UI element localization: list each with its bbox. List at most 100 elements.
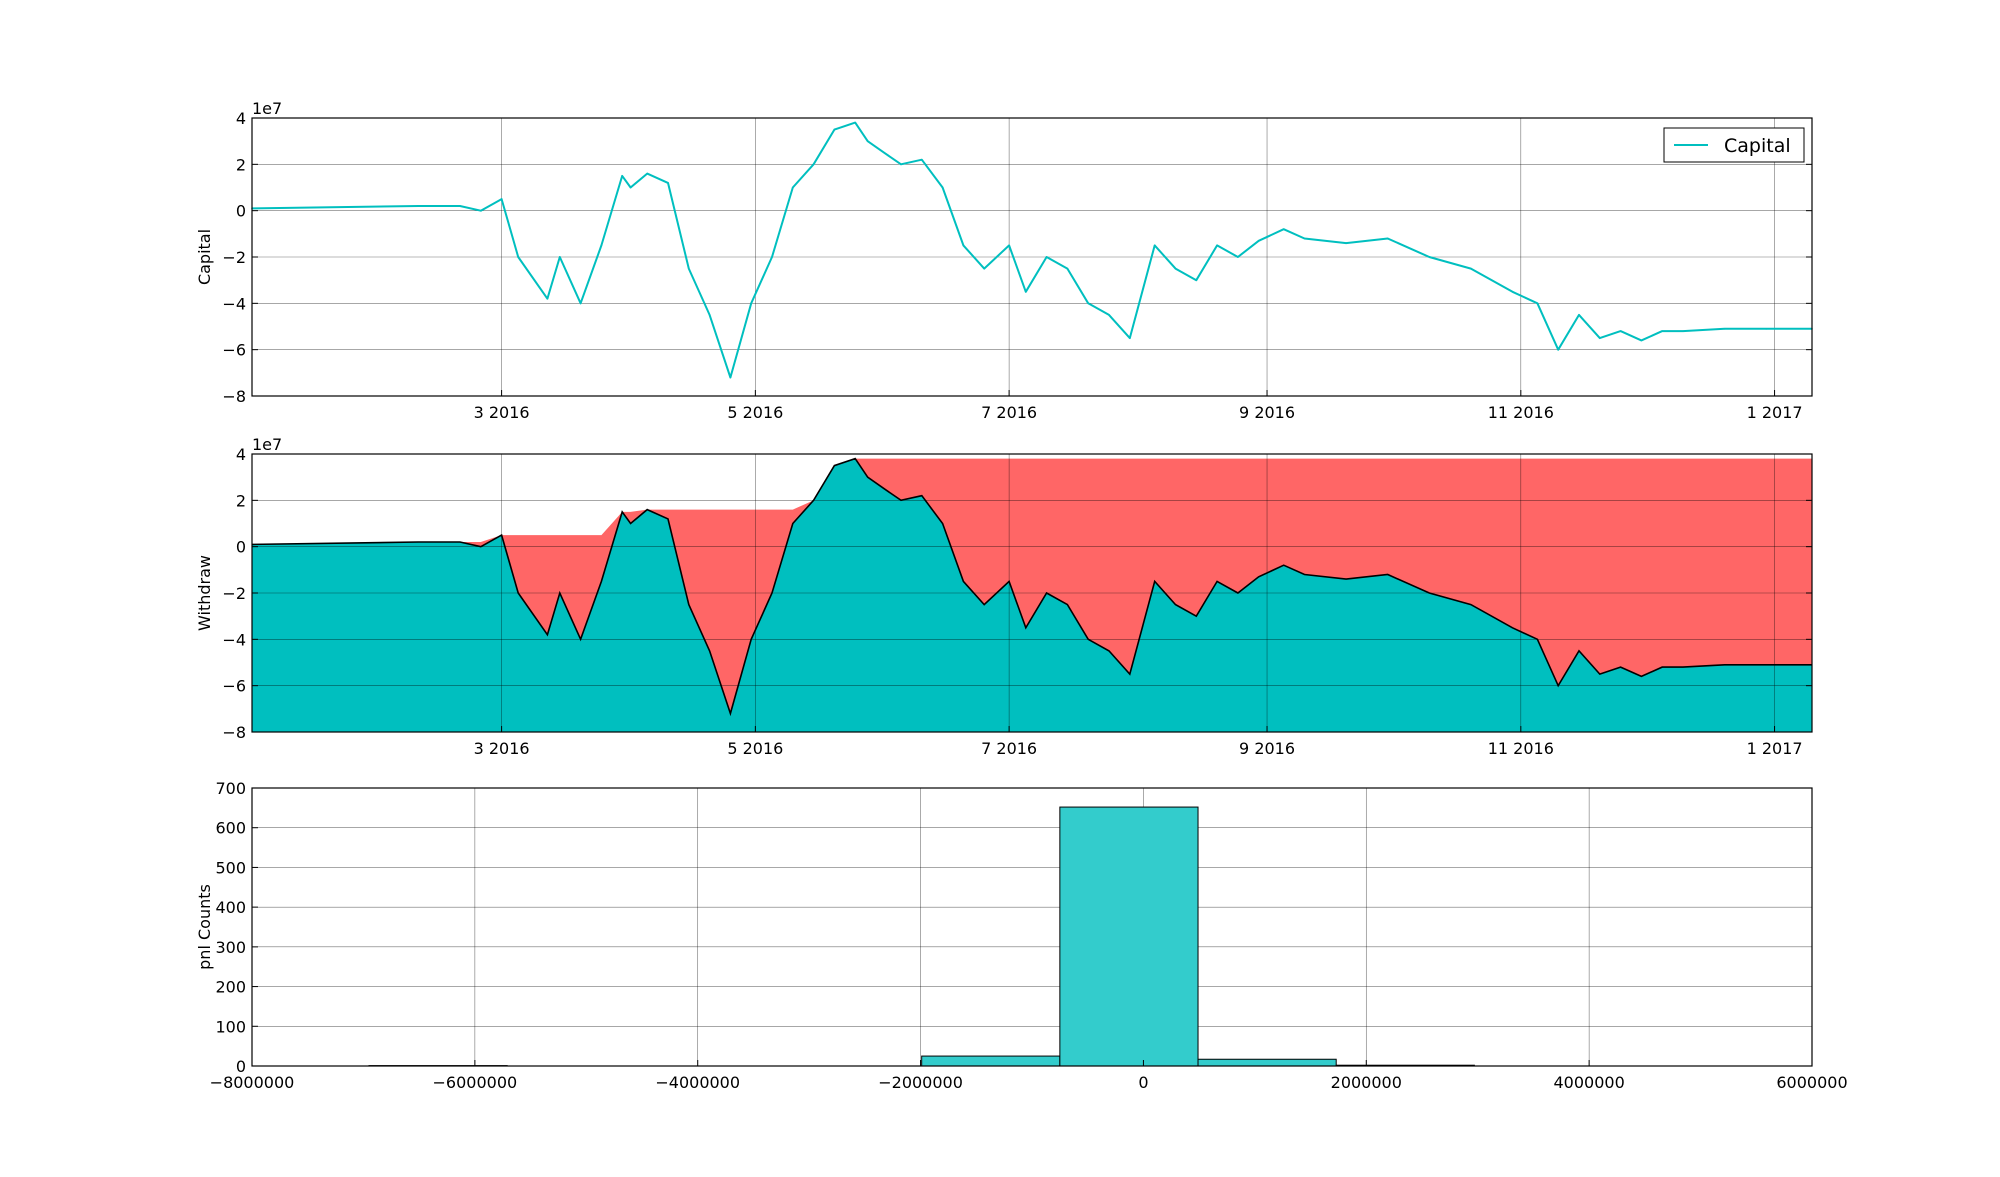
y-tick-label: −6 — [222, 341, 246, 360]
capital-point — [600, 244, 603, 247]
capital-point — [1087, 302, 1089, 305]
y-tick-label: −6 — [222, 677, 246, 696]
y-tick-label: 100 — [215, 1017, 246, 1036]
x-tick-label: 5 2016 — [727, 403, 783, 422]
x-tick-label: −4000000 — [655, 1073, 740, 1092]
capital-point — [579, 302, 582, 305]
y-tick-label: −8 — [222, 723, 246, 742]
x-tick-label: 5 2016 — [727, 739, 783, 758]
capital-point — [1024, 290, 1027, 293]
capital-point — [1723, 328, 1726, 330]
x-tick-label: 3 2016 — [474, 739, 530, 758]
y-tick-label: −4 — [222, 294, 246, 313]
capital-panel: −8 −6 −4 −2 0 2 4 3 2016 5 2016 7 2016 9 2016 11 20… — [195, 99, 1813, 422]
capital-point — [1428, 256, 1431, 258]
x-tick-label: 2000000 — [1331, 1073, 1402, 1092]
withdraw-ticks: −8 −6 −4 −2 0 2 4 3 2016 5 2016 7 2016 9 2016 11 20… — [222, 445, 1812, 758]
pnl-histogram-panel: 0 100 200 300 400 500 600 700 −8000000 −6000000 −4… — [195, 779, 1848, 1092]
capital-point — [1386, 237, 1389, 240]
x-tick-label: 0 — [1138, 1073, 1148, 1092]
y-tick-label: −2 — [222, 584, 246, 603]
x-tick-label: 1 2017 — [1747, 403, 1803, 422]
capital-point — [1661, 330, 1664, 332]
capital-point — [1237, 256, 1239, 258]
y-tick-label: 500 — [215, 858, 246, 877]
capital-point — [517, 256, 520, 258]
y-tick-label: 4 — [236, 109, 246, 128]
capital-y-axis-label: Capital — [195, 229, 214, 285]
histogram-ticks: 0 100 200 300 400 500 600 700 −8000000 −6000000 −4… — [210, 779, 1848, 1092]
capital-area — [252, 458, 1812, 732]
capital-point — [1599, 337, 1601, 339]
histogram-axes-frame — [251, 787, 1813, 1067]
y-tick-label: 0 — [236, 202, 246, 221]
capital-point — [1153, 244, 1156, 247]
capital-point — [1682, 330, 1684, 332]
capital-point — [962, 244, 965, 247]
capital-point — [1282, 228, 1285, 230]
capital-point — [1216, 244, 1218, 247]
capital-point — [1536, 302, 1539, 305]
x-tick-label: 7 2016 — [981, 739, 1037, 758]
capital-point — [480, 209, 482, 212]
histogram-bar — [1059, 806, 1199, 1067]
withdraw-panel: −8 −6 −4 −2 0 2 4 3 2016 5 2016 7 2016 9 2016 11 20… — [195, 435, 1813, 758]
capital-point — [1640, 339, 1643, 342]
y-tick-label: 0 — [236, 538, 246, 557]
capital-plot — [251, 121, 1813, 379]
withdraw-y-axis-label: Withdraw — [195, 555, 214, 631]
y-tick-label: 300 — [215, 938, 246, 957]
y-tick-label: 700 — [215, 779, 246, 798]
histogram-y-axis-label: pnl Counts — [195, 884, 214, 970]
y-tick-label: 2 — [236, 491, 246, 510]
y-tick-label: −2 — [222, 248, 246, 267]
y-tick-label: 0 — [236, 1057, 246, 1076]
capital-point — [1108, 314, 1110, 316]
capital-point — [1557, 348, 1560, 351]
y-tick-label: 400 — [215, 898, 246, 917]
capital-point — [459, 205, 461, 207]
x-tick-label: 4000000 — [1554, 1073, 1625, 1092]
y-tick-label: 200 — [215, 978, 246, 997]
capital-point — [667, 182, 669, 184]
capital-point — [833, 128, 836, 131]
capital-point — [1195, 279, 1198, 281]
capital-point — [417, 205, 420, 207]
capital-point — [559, 256, 561, 258]
x-tick-label: 11 2016 — [1488, 739, 1554, 758]
legend-entry-capital: Capital — [1724, 135, 1791, 157]
y-tick-label: 2 — [236, 155, 246, 174]
y-tick-label: −4 — [222, 630, 246, 649]
capital-point — [646, 172, 648, 175]
capital-point — [1345, 242, 1347, 244]
x-tick-label: −6000000 — [433, 1073, 518, 1092]
y-tick-label: −8 — [222, 387, 246, 406]
capital-point — [500, 198, 503, 200]
x-tick-label: 11 2016 — [1488, 403, 1554, 422]
capital-point — [1578, 314, 1580, 316]
capital-point — [866, 140, 869, 142]
capital-point — [621, 175, 624, 177]
capital-point — [854, 121, 856, 124]
x-tick-label: −8000000 — [210, 1073, 295, 1092]
capital-point — [1470, 267, 1472, 270]
capital-point — [920, 158, 923, 161]
capital-point — [771, 256, 773, 258]
capital-point — [1619, 330, 1622, 332]
capital-legend: Capital — [1663, 127, 1805, 163]
withdraw-offset-text: 1e7 — [252, 435, 282, 454]
capital-point — [900, 163, 902, 166]
x-tick-label: −2000000 — [878, 1073, 963, 1092]
capital-point — [983, 267, 985, 270]
x-tick-label: 9 2016 — [1239, 739, 1295, 758]
histogram-bar — [1197, 1058, 1337, 1067]
capital-point — [941, 186, 944, 189]
capital-ticks: −8 −6 −4 −2 0 2 4 3 2016 5 2016 7 2016 9 2016 11 20… — [222, 109, 1812, 422]
capital-point — [1511, 290, 1514, 293]
x-tick-label: 9 2016 — [1239, 403, 1295, 422]
capital-point — [812, 163, 815, 166]
capital-point — [1045, 256, 1048, 258]
x-tick-label: 3 2016 — [474, 403, 530, 422]
capital-point — [1174, 267, 1177, 270]
